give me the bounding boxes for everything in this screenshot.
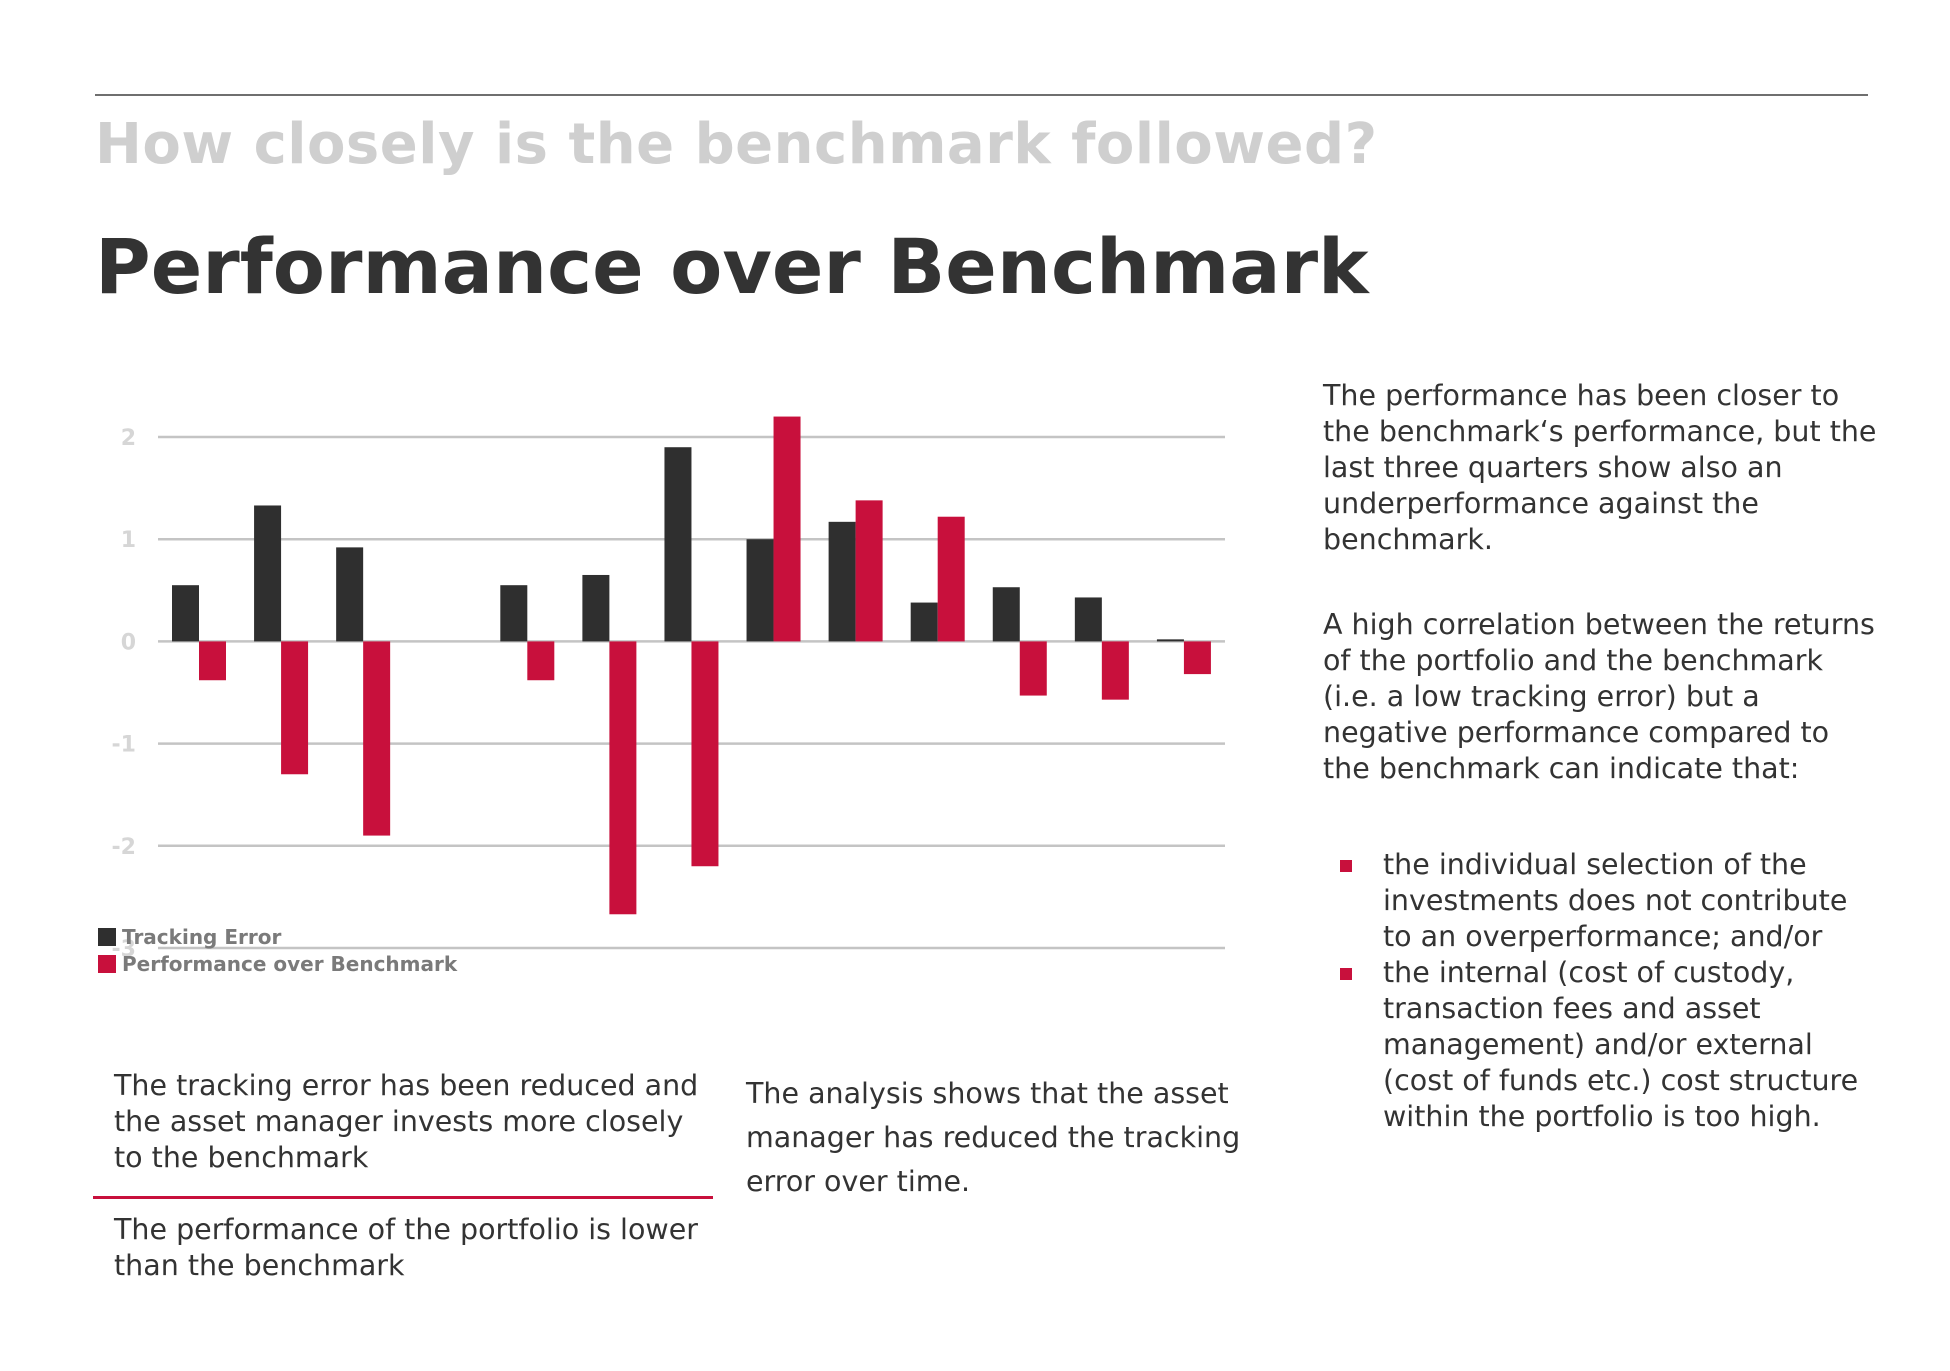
- bar-performance: [609, 641, 637, 915]
- legend-label: Tracking Error: [122, 925, 281, 949]
- bar-performance: [281, 641, 309, 775]
- bar-tracking-error: [1156, 639, 1184, 642]
- legend-swatch: [98, 955, 116, 973]
- analysis-note: The analysis shows that the asset manage…: [746, 1077, 1241, 1198]
- bar-performance: [1183, 641, 1211, 675]
- page-title: Performance over Benchmark: [95, 222, 1369, 311]
- bar-tracking-error: [664, 447, 692, 642]
- side-paragraph-1: The performance has been closer to the b…: [1323, 379, 1877, 556]
- bar-tracking-error: [582, 574, 610, 642]
- bar-performance: [855, 500, 883, 642]
- legend-label: Performance over Benchmark: [122, 952, 458, 976]
- bar-performance: [1019, 641, 1047, 696]
- bullet-item: the individual selection of the investme…: [1323, 847, 1883, 955]
- bar-performance: [363, 641, 391, 836]
- y-tick-label: -2: [112, 835, 136, 860]
- y-tick-label: 2: [121, 426, 136, 451]
- bar-performance: [937, 516, 965, 642]
- bullet-text: the internal (cost of custody, transacti…: [1383, 956, 1859, 1133]
- side-paragraph-2: A high correlation between the returns o…: [1323, 608, 1875, 785]
- bullet-square-icon: [1340, 860, 1352, 872]
- bar-tracking-error: [828, 521, 856, 642]
- y-tick-label: 1: [121, 528, 136, 553]
- bar-tracking-error: [336, 547, 364, 642]
- bar-performance: [1101, 641, 1129, 700]
- bar-tracking-error: [910, 602, 938, 642]
- bar-performance: [199, 641, 226, 681]
- bar-tracking-error: [254, 505, 282, 642]
- bar-performance: [527, 641, 555, 681]
- bullet-list: the individual selection of the investme…: [1323, 847, 1883, 1135]
- page-subtitle: How closely is the benchmark followed?: [95, 112, 1378, 177]
- legend-swatch: [98, 928, 116, 946]
- red-divider: [93, 1196, 713, 1199]
- bar-performance: [773, 416, 801, 642]
- side-column: The performance has been closer to the b…: [1323, 378, 1883, 1135]
- bullet-item: the internal (cost of custody, transacti…: [1323, 955, 1883, 1135]
- tracking-error-note: The tracking error has been reduced and …: [114, 1069, 699, 1174]
- bar-tracking-error: [172, 585, 199, 642]
- y-tick-label: 0: [121, 630, 136, 655]
- y-tick-label: -1: [112, 733, 136, 758]
- top-divider: [95, 94, 1868, 96]
- bullet-square-icon: [1340, 968, 1352, 980]
- performance-note: The performance of the portfolio is lowe…: [114, 1213, 698, 1282]
- bar-tracking-error: [992, 587, 1020, 642]
- bar-performance: [691, 641, 719, 867]
- bar-tracking-error: [500, 585, 528, 642]
- bar-tracking-error: [746, 539, 774, 642]
- bar-tracking-error: [1074, 597, 1102, 642]
- bullet-text: the individual selection of the investme…: [1383, 848, 1848, 953]
